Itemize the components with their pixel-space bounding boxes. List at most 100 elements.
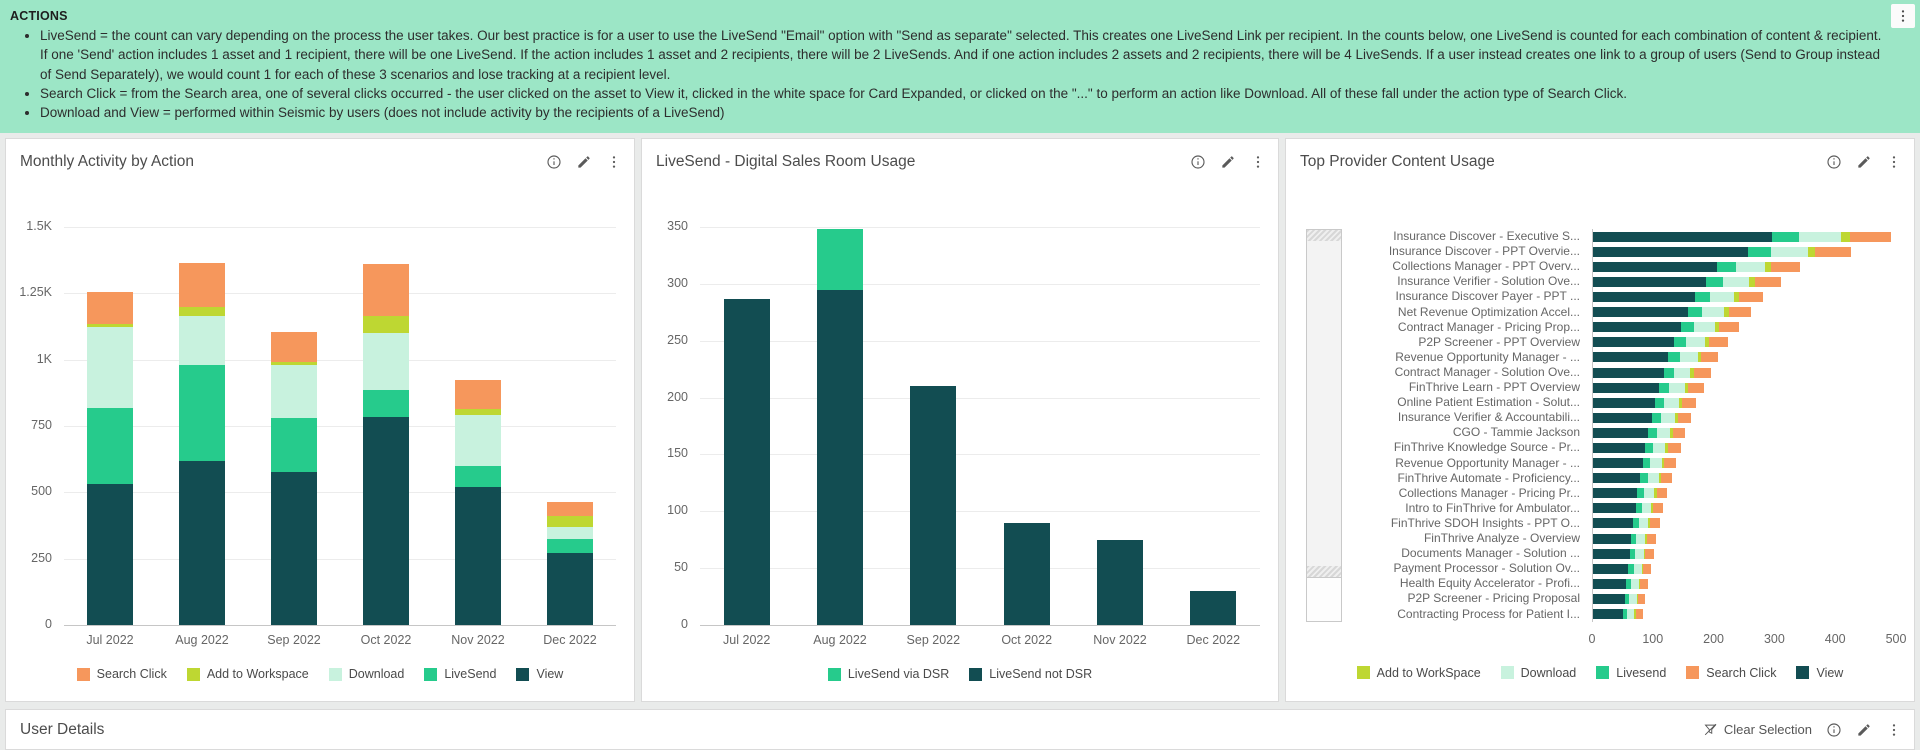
stacked-bar[interactable] [1190, 590, 1237, 625]
row-label[interactable]: Online Patient Estimation - Solut... [1397, 395, 1580, 410]
bar-segment-download[interactable] [1723, 276, 1750, 287]
bar-segment-view[interactable] [271, 472, 317, 625]
bar-segment-add_to_workspace[interactable] [1764, 261, 1772, 272]
stacked-bar[interactable] [363, 264, 409, 625]
bar-segment-view[interactable] [1593, 563, 1629, 574]
stacked-bar[interactable] [1593, 246, 1852, 257]
bar-segment-view[interactable] [1593, 246, 1748, 257]
bar-segment-search_click[interactable] [1643, 563, 1652, 574]
stacked-bar[interactable] [1593, 609, 1643, 620]
stacked-bar[interactable] [1593, 352, 1719, 363]
row-label[interactable]: FinThrive SDOH Insights - PPT O... [1390, 515, 1580, 530]
bar-segment-view[interactable] [1190, 590, 1237, 625]
row-label[interactable]: Payment Processor - Solution Ov... [1393, 561, 1580, 576]
bar-segment-download[interactable] [363, 333, 409, 391]
bar-segment-download[interactable] [1668, 382, 1685, 393]
bar-segment-livesend[interactable] [1663, 367, 1674, 378]
stacked-bar[interactable] [179, 262, 225, 625]
bar-segment-view[interactable] [1593, 427, 1649, 438]
bar-segment-search_click[interactable] [1667, 442, 1681, 453]
bar-segment-add_to_workspace[interactable] [1840, 231, 1850, 242]
bar-segment-add_to_workspace[interactable] [1714, 322, 1719, 333]
bar-segment-livesend[interactable] [1637, 488, 1645, 499]
bar-segment-view[interactable] [1097, 539, 1143, 625]
scroll-filter-thumb[interactable] [1307, 230, 1341, 578]
info-icon[interactable] [1822, 150, 1846, 174]
bar-segment-view[interactable] [817, 289, 863, 625]
row-label[interactable]: Health Equity Accelerator - Profi... [1399, 576, 1580, 591]
bar-segment-download[interactable] [455, 415, 501, 466]
stacked-bar[interactable] [817, 229, 863, 625]
bar-segment-add_to_workspace[interactable] [1669, 427, 1673, 438]
stacked-bar[interactable] [1593, 397, 1697, 408]
bar-segment-livesend[interactable] [87, 407, 133, 485]
bar-segment-view[interactable] [1593, 382, 1660, 393]
bar-segment-view[interactable] [179, 460, 225, 625]
bar-segment-search_click[interactable] [1815, 246, 1852, 257]
bar-segment-search_click[interactable] [455, 379, 501, 409]
bar-segment-search_click[interactable] [547, 501, 593, 517]
bar-segment-add_to_workspace[interactable] [1651, 503, 1654, 514]
stacked-bar[interactable] [1593, 367, 1711, 378]
bar-segment-search_click[interactable] [271, 331, 317, 363]
legend-item[interactable]: Add to Workspace [186, 667, 309, 681]
row-label[interactable]: Intro to FinThrive for Ambulator... [1405, 500, 1580, 515]
bar-segment-add_to_workspace[interactable] [1690, 367, 1694, 378]
bar-segment-add_to_workspace[interactable] [1697, 352, 1702, 363]
bar-segment-download[interactable] [1710, 292, 1734, 302]
bar-segment-search_click[interactable] [1701, 352, 1719, 363]
banner-kebab-menu-icon[interactable] [1891, 4, 1915, 28]
bar-segment-add_to_workspace[interactable] [1675, 412, 1679, 423]
bar-segment-livesend[interactable] [1695, 292, 1711, 302]
kebab-menu-icon[interactable] [602, 150, 626, 174]
bar-segment-view[interactable] [87, 484, 133, 625]
bar-segment-add_to_workspace[interactable] [1641, 563, 1644, 574]
bar-segment-search_click[interactable] [1647, 533, 1657, 544]
bar-segment-livesend[interactable] [1629, 548, 1635, 559]
bar-segment-search_click[interactable] [1849, 231, 1891, 242]
bar-segment-search_click[interactable] [1650, 518, 1660, 529]
bar-segment-livesend[interactable] [363, 390, 409, 417]
bar-segment-download[interactable] [1664, 397, 1679, 408]
bar-segment-view[interactable] [1593, 367, 1664, 378]
legend-item[interactable]: LiveSend [424, 667, 496, 681]
bar-segment-download[interactable] [87, 326, 133, 408]
scroll-filter-handle-top[interactable] [1307, 230, 1341, 241]
bar-segment-add_to_workspace[interactable] [1665, 442, 1668, 453]
stacked-bar[interactable] [1593, 458, 1676, 469]
stacked-bar[interactable] [1593, 473, 1672, 484]
bar-segment-livesend[interactable] [1668, 352, 1680, 363]
bar-segment-search_click[interactable] [1718, 322, 1740, 333]
bar-segment-view[interactable] [1593, 442, 1646, 453]
bar-segment-search_click[interactable] [1771, 261, 1800, 272]
bar-segment-view[interactable] [1593, 533, 1631, 544]
legend-item[interactable]: LiveSend not DSR [969, 667, 1092, 681]
bar-segment-download[interactable] [1661, 412, 1676, 423]
bar-segment-download[interactable] [1701, 307, 1724, 317]
bar-segment-livesend[interactable] [1673, 337, 1687, 348]
bar-segment-view[interactable] [1003, 522, 1050, 625]
bar-segment-search_click[interactable] [87, 292, 133, 324]
bar-segment-download[interactable] [1771, 246, 1808, 257]
bar-segment-download[interactable] [1656, 427, 1670, 438]
bar-segment-livesend[interactable] [1625, 578, 1631, 589]
bar-segment-livesend[interactable] [1628, 563, 1634, 574]
row-label[interactable]: Collections Manager - PPT Overv... [1392, 259, 1580, 274]
stacked-bar[interactable] [1593, 231, 1891, 242]
bar-segment-add_to_workspace[interactable] [547, 516, 593, 527]
bar-segment-view[interactable] [1593, 518, 1634, 529]
edit-pencil-icon[interactable] [1852, 718, 1876, 742]
bar-segment-view[interactable] [363, 416, 409, 625]
legend-item[interactable]: View [516, 667, 563, 681]
edit-pencil-icon[interactable] [572, 150, 596, 174]
bar-segment-search_click[interactable] [1664, 458, 1676, 469]
bar-segment-search_click[interactable] [1635, 609, 1643, 620]
bar-segment-download[interactable] [1633, 563, 1642, 574]
legend-item[interactable]: Download [328, 667, 404, 681]
row-label[interactable]: Contracting Process for Patient I... [1397, 606, 1580, 621]
bar-segment-livesend[interactable] [1624, 593, 1630, 604]
clear-selection-button[interactable]: Clear Selection [1703, 722, 1812, 737]
bar-segment-add_to_workspace[interactable] [1648, 518, 1651, 529]
bar-segment-download[interactable] [1650, 458, 1662, 469]
scroll-filter[interactable] [1306, 229, 1342, 622]
